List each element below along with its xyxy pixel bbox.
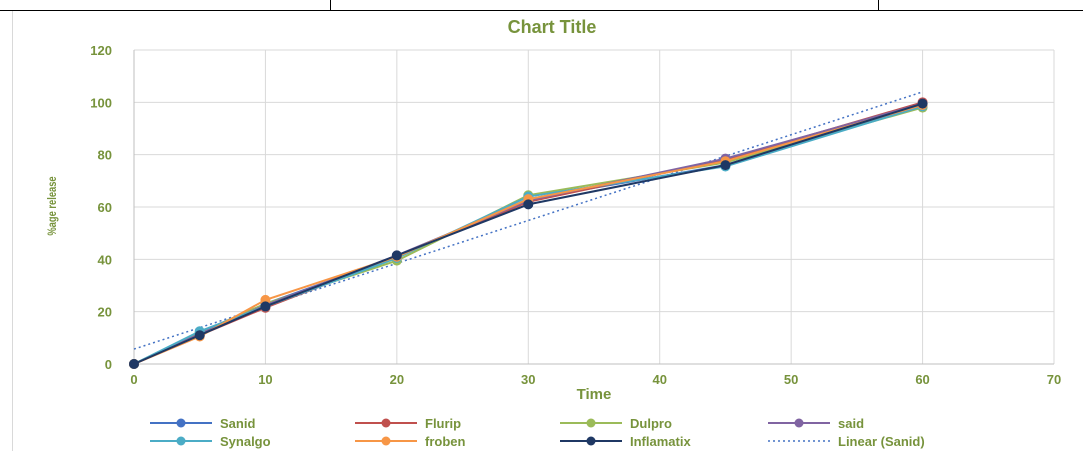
top-border-line: [0, 0, 1083, 11]
legend-marker: [176, 436, 186, 446]
legend-item-synalgo: Synalgo: [150, 434, 271, 449]
x-tick-label: 50: [784, 372, 798, 387]
legend-item-flurip: Flurip: [355, 416, 461, 431]
x-axis-title: Time: [577, 386, 612, 403]
data-point-inflamatix: [260, 301, 271, 312]
legend-item-dulpro: Dulpro: [560, 416, 672, 431]
data-point-inflamatix: [720, 160, 731, 171]
series-layer: [129, 97, 928, 369]
legend-label: Linear (Sanid): [838, 434, 925, 449]
x-tick-label: 70: [1047, 372, 1061, 387]
legend-label: Dulpro: [630, 416, 672, 431]
trendline-layer: [133, 91, 923, 350]
data-point-inflamatix: [523, 199, 534, 210]
gridlines: [134, 49, 1055, 364]
legend-marker: [176, 418, 186, 428]
y-tick-labels: 0 20 40 60 80 100 120: [90, 43, 112, 372]
chart-title: Chart Title: [508, 17, 597, 37]
x-tick-label: 60: [915, 372, 929, 387]
x-tick-labels: 0 10 20 30 40 50 60 70: [130, 372, 1061, 387]
legend-item-inflamatix: Inflamatix: [560, 434, 691, 449]
legend-marker: [381, 418, 391, 428]
top-border-tick: [330, 0, 331, 10]
y-tick-label: 40: [98, 252, 112, 267]
trendline-linear-sanid: [133, 91, 923, 350]
data-point-inflamatix: [917, 98, 928, 109]
legend-item-froben: froben: [355, 434, 466, 449]
legend-marker: [381, 436, 391, 446]
legend-marker: [794, 418, 804, 428]
legend-label: said: [838, 416, 864, 431]
x-tick-label: 10: [258, 372, 272, 387]
y-tick-label: 80: [98, 148, 112, 163]
y-tick-label: 60: [98, 200, 112, 215]
axes: [133, 50, 1054, 365]
y-tick-label: 100: [90, 95, 112, 110]
legend-item-sanid: Sanid: [150, 416, 255, 431]
data-point-inflamatix: [194, 330, 205, 341]
x-tick-label: 40: [652, 372, 666, 387]
legend-item-linear-sanid: Linear (Sanid): [768, 434, 925, 449]
y-tick-label: 120: [90, 43, 112, 58]
legend-item-said: said: [768, 416, 864, 431]
data-point-inflamatix: [129, 359, 139, 369]
legend-marker: [586, 418, 596, 428]
y-tick-label: 20: [98, 305, 112, 320]
data-point-inflamatix: [391, 250, 402, 261]
x-tick-label: 20: [390, 372, 404, 387]
y-tick-label: 0: [105, 357, 112, 372]
legend-label: Inflamatix: [630, 434, 691, 449]
legend-marker: [586, 436, 596, 446]
x-tick-label: 0: [130, 372, 137, 387]
legend-label: Flurip: [425, 416, 461, 431]
chart-area-frame: [12, 11, 1071, 451]
legend-label: Sanid: [220, 416, 255, 431]
x-tick-label: 30: [521, 372, 535, 387]
legend: Sanid Flurip Dulpro said Synalgo froben Inflam…: [150, 416, 925, 449]
top-border-tick: [878, 0, 879, 10]
y-axis-title: %age release: [46, 176, 59, 235]
legend-label: Synalgo: [220, 434, 271, 449]
legend-label: froben: [425, 434, 466, 449]
